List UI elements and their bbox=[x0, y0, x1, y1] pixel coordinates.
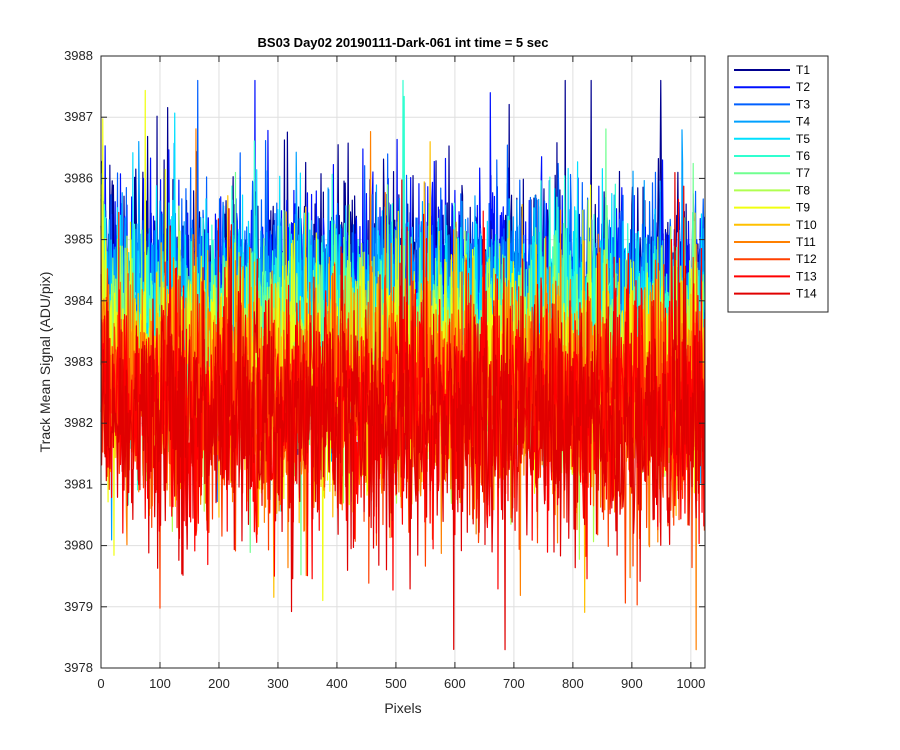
legend-label: T2 bbox=[796, 80, 810, 94]
x-tick-label: 800 bbox=[562, 676, 584, 691]
legend-label: T4 bbox=[796, 115, 810, 129]
y-tick-label: 3982 bbox=[64, 415, 93, 430]
legend-label: T5 bbox=[796, 132, 810, 146]
legend-label: T9 bbox=[796, 201, 810, 215]
legend-label: T1 bbox=[796, 63, 810, 77]
legend-box bbox=[727, 55, 829, 313]
y-axis-label: Track Mean Signal (ADU/pix) bbox=[37, 272, 53, 453]
legend-label: T10 bbox=[796, 218, 817, 232]
legend-label: T7 bbox=[796, 166, 810, 180]
x-tick-label: 200 bbox=[208, 676, 230, 691]
x-tick-label: 300 bbox=[267, 676, 289, 691]
legend-label: T13 bbox=[796, 269, 817, 283]
x-tick-label: 0 bbox=[97, 676, 104, 691]
legend-label: T3 bbox=[796, 97, 810, 111]
legend-label: T11 bbox=[796, 235, 816, 249]
y-axis-ticks: 3978 3979 3980 3981 3982 3983 3984 3985 3986 3987… bbox=[64, 48, 705, 675]
y-tick-label: 3987 bbox=[64, 109, 93, 124]
legend-label: T6 bbox=[796, 149, 810, 163]
chart-title: BS03 Day02 20190111-Dark-061 int time = … bbox=[258, 35, 549, 50]
y-tick-label: 3980 bbox=[64, 538, 93, 553]
x-tick-label: 100 bbox=[149, 676, 171, 691]
y-tick-label: 3979 bbox=[64, 599, 93, 614]
x-tick-label: 400 bbox=[326, 676, 348, 691]
x-tick-label: 700 bbox=[503, 676, 525, 691]
legend-label: T12 bbox=[796, 252, 817, 266]
series-line-t14 bbox=[100, 171, 706, 651]
y-tick-label: 3988 bbox=[64, 48, 93, 63]
series-lines bbox=[100, 79, 706, 651]
y-tick-label: 3986 bbox=[64, 170, 93, 185]
legend-label: T8 bbox=[796, 183, 810, 197]
y-tick-label: 3981 bbox=[64, 476, 93, 491]
x-tick-label: 900 bbox=[621, 676, 643, 691]
x-axis-label: Pixels bbox=[384, 700, 421, 716]
x-tick-label: 500 bbox=[385, 676, 407, 691]
x-tick-label: 600 bbox=[444, 676, 466, 691]
y-tick-label: 3978 bbox=[64, 660, 93, 675]
y-tick-label: 3984 bbox=[64, 293, 93, 308]
legend: T1 T2 T3 T4 T5 T6 T7 T8 T9 T10 T11 T12 T13 T14 bbox=[727, 55, 829, 313]
y-tick-label: 3983 bbox=[64, 354, 93, 369]
legend-label: T14 bbox=[796, 287, 817, 301]
y-tick-label: 3985 bbox=[64, 232, 93, 247]
x-axis-ticks: 0 100 200 300 400 500 600 700 800 900 1000 bbox=[97, 56, 705, 691]
x-tick-label: 1000 bbox=[676, 676, 705, 691]
